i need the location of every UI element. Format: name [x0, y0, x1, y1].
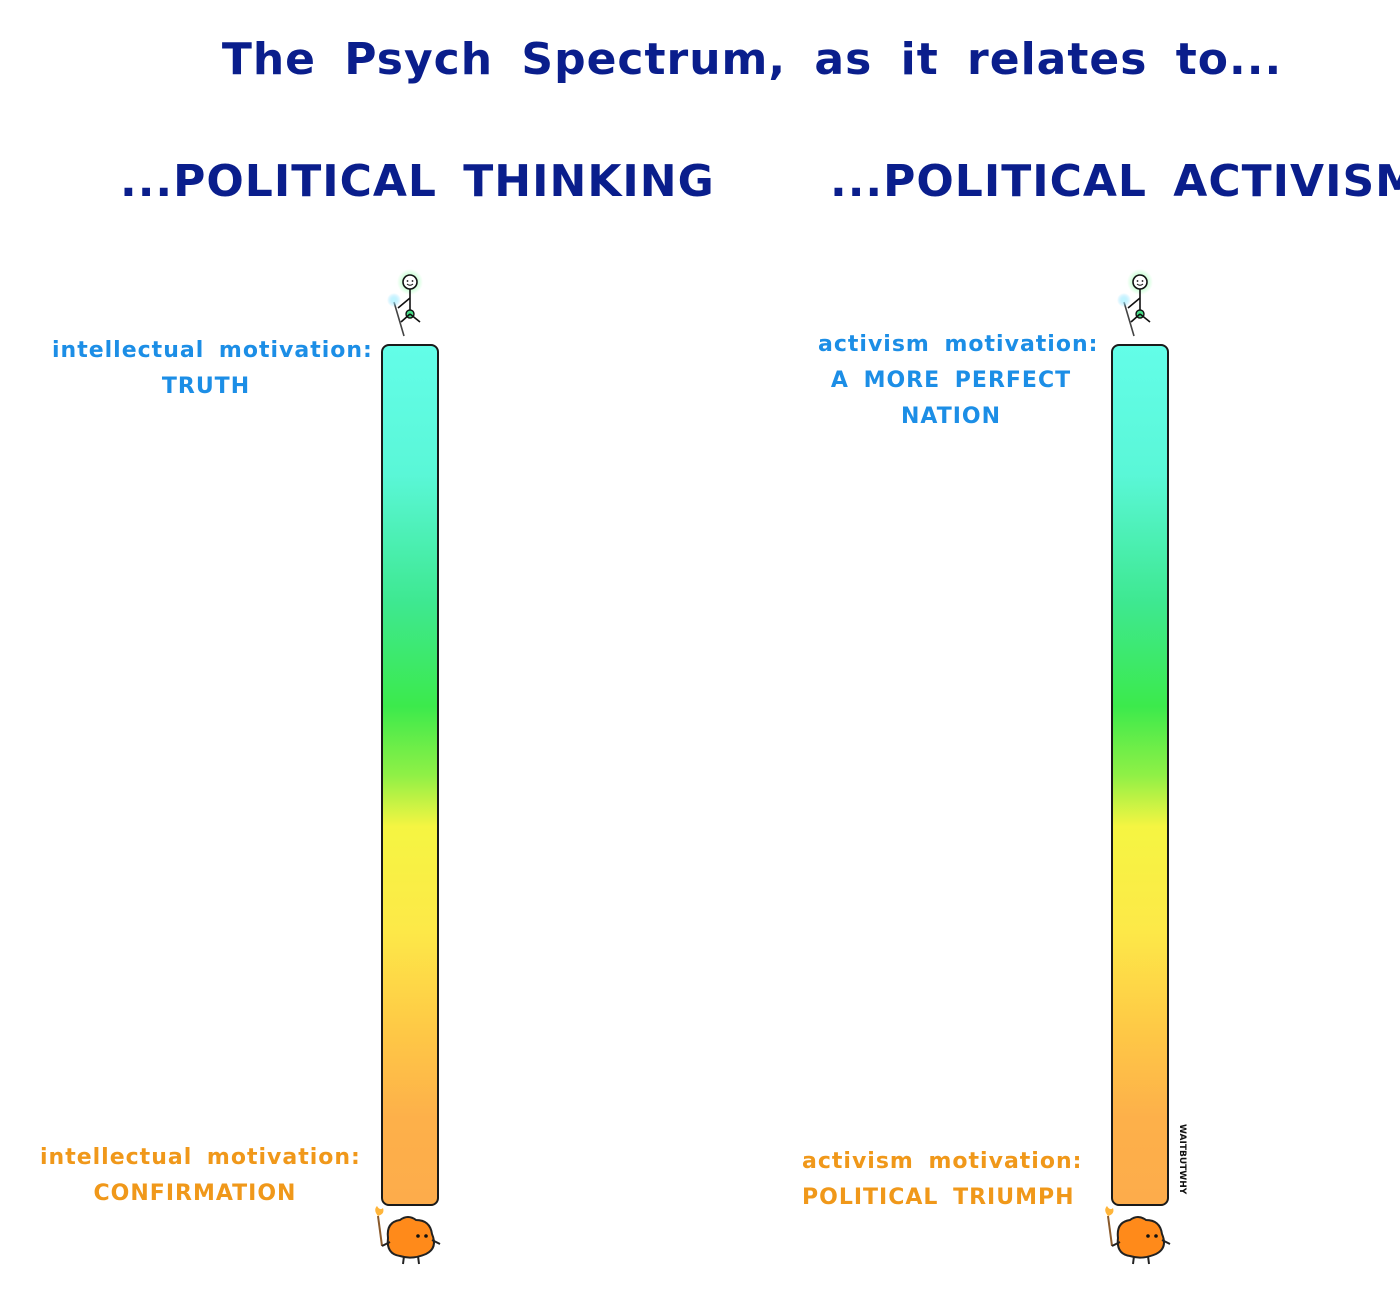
enlightened-stick-figure-icon	[1117, 269, 1153, 337]
label-line: activism motivation:	[802, 1149, 1083, 1174]
label-line: intellectual motivation:	[52, 338, 373, 363]
label-intellectual-truth: intellectual motivation: TRUTH	[52, 333, 373, 405]
label-line: activism motivation:	[818, 332, 1099, 357]
psych-spectrum-bar-activism	[1111, 344, 1169, 1206]
orange-primitive-mind-creature-icon	[1105, 1206, 1171, 1265]
orange-primitive-mind-creature-icon	[375, 1206, 441, 1265]
label-line: A MORE PERFECT	[830, 368, 1072, 393]
signature-text: WAITBUTWHY	[1177, 1124, 1187, 1195]
label-line: NATION	[900, 404, 1002, 429]
psych-spectrum-bar-thinking	[381, 344, 439, 1206]
label-line: TRUTH	[161, 374, 251, 399]
label-intellectual-confirmation: intellectual motivation: CONFIRMATION	[40, 1140, 361, 1212]
page-title: The Psych Spectrum, as it relates to...	[221, 34, 1283, 85]
label-line: CONFIRMATION	[93, 1181, 297, 1206]
label-activism-political-triumph: activism motivation: POLITICAL TRIUMPH	[802, 1144, 1083, 1216]
waitbutwhy-signature: WAITBUTWHY	[1177, 1124, 1187, 1195]
column-heading-political-activism: ...POLITICAL ACTIVISM	[830, 156, 1400, 207]
label-activism-perfect-nation: activism motivation: A MORE PERFECT NATI…	[818, 327, 1099, 435]
label-line: POLITICAL TRIUMPH	[802, 1185, 1075, 1210]
label-line: intellectual motivation:	[40, 1145, 361, 1170]
column-heading-political-thinking: ...POLITICAL THINKING	[120, 156, 715, 207]
enlightened-stick-figure-icon	[387, 269, 423, 337]
